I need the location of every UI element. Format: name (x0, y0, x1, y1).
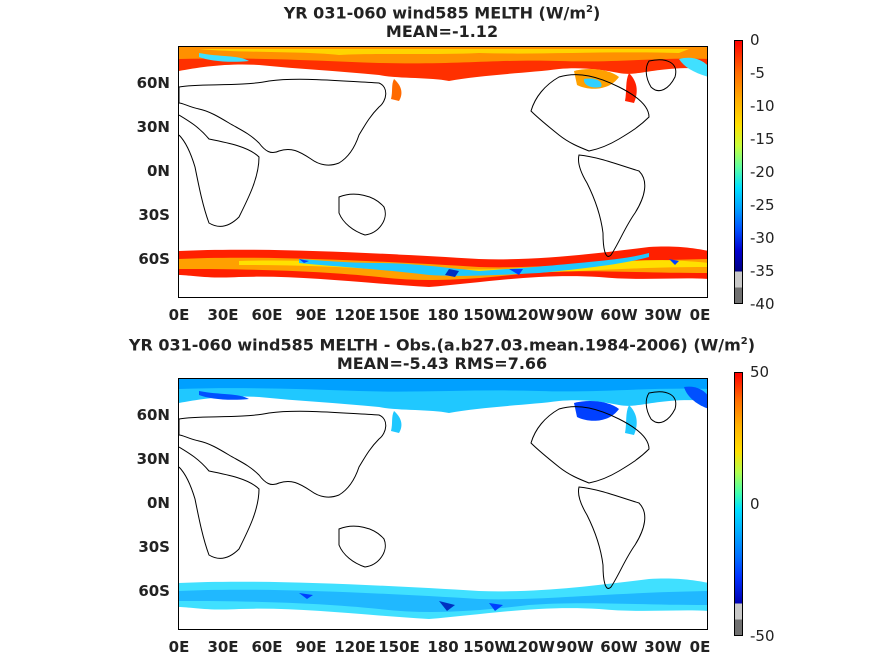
top-colorbar-tick: -20 (750, 163, 775, 181)
bottom-lon-label: 120E (334, 638, 376, 656)
bottom-colorbar-tick: 50 (750, 363, 770, 381)
top-lat-label-60n: 60N (136, 74, 170, 92)
bottom-map-plot (179, 379, 707, 619)
bottom-coast-eurasia (179, 410, 387, 498)
bottom-lat-label-30s: 30S (138, 538, 170, 556)
top-colorbar-tick: -30 (750, 229, 775, 247)
bottom-coast-greenland (645, 391, 677, 424)
bottom-southern-ocean-blue-3 (489, 603, 503, 611)
bottom-coast-australia (338, 525, 386, 568)
bottom-colorbar-tick: 0 (750, 495, 760, 513)
top-southern-ocean-blue-1 (299, 259, 309, 263)
bottom-lat-label-30n: 30N (136, 450, 170, 468)
top-title-text: YR 031-060 wind585 MELTH (W/m (283, 3, 587, 23)
bottom-panel-stats: MEAN=-5.43 RMS=7.66 (336, 354, 548, 373)
top-coast-north-america (530, 74, 650, 152)
bottom-lon-label: 0E (689, 638, 711, 656)
top-lon-label: 30W (644, 306, 682, 324)
bottom-lon-label: 120W (507, 638, 555, 656)
bottom-lat-label-60n: 60N (136, 406, 170, 424)
top-lon-label: 30E (207, 306, 239, 324)
bottom-arctic-blue-patch-1 (199, 391, 249, 400)
top-colorbar-tick: -40 (750, 295, 775, 313)
bottom-arctic-blue-patch-2 (684, 386, 707, 409)
top-lon-label: 120W (507, 306, 555, 324)
top-colorbar-tick: -5 (750, 64, 765, 82)
top-coast-australia (338, 193, 386, 236)
bottom-lon-label: 0E (168, 638, 190, 656)
top-hudson-bay-cyan (583, 78, 602, 88)
top-colorbar-tick: -15 (750, 130, 775, 148)
top-title-close: ) (592, 3, 601, 23)
top-southern-ocean-cyan (299, 253, 649, 276)
bottom-lon-label: 30W (644, 638, 682, 656)
top-lat-label-60s: 60S (138, 250, 170, 268)
bottom-map-panel (178, 378, 708, 630)
top-southern-ocean-blue-4 (509, 269, 523, 275)
bottom-hudson-bay-diff (574, 401, 619, 421)
bottom-arctic-darker (179, 379, 707, 392)
bottom-coastlines (179, 391, 677, 589)
top-colorbar-tick: -25 (750, 196, 775, 214)
top-lon-label: 180 (427, 306, 459, 324)
bottom-title-text: YR 031-060 wind585 MELTH - Obs.(a.b27.03… (128, 335, 741, 355)
bottom-coast-north-america (530, 406, 650, 484)
top-colorbar-tick: -10 (750, 97, 775, 115)
bottom-coast-south-america (578, 486, 646, 589)
top-lon-label: 90E (295, 306, 327, 324)
top-lat-label-30n: 30N (136, 118, 170, 136)
top-coast-greenland (645, 59, 677, 92)
top-panel-title: YR 031-060 wind585 MELTH (W/m2) (0, 0, 884, 23)
top-coast-south-america (578, 154, 646, 257)
bottom-lon-label: 150E (378, 638, 420, 656)
top-lon-label: 90W (556, 306, 594, 324)
bottom-lon-label: 60E (251, 638, 283, 656)
top-lon-label: 0E (168, 306, 190, 324)
bottom-lon-label: 180 (427, 638, 459, 656)
top-lon-label: 120E (334, 306, 376, 324)
bottom-southern-ocean-blue-2 (439, 601, 455, 611)
top-arctic-yellow (199, 49, 689, 55)
bottom-labrador-diff (625, 405, 637, 435)
top-map-panel (178, 46, 708, 298)
top-lon-label: 150E (378, 306, 420, 324)
top-colorbar (734, 40, 743, 304)
bottom-coast-africa (179, 446, 260, 559)
top-coast-eurasia (179, 78, 387, 166)
bottom-lon-label: 90W (556, 638, 594, 656)
bottom-lat-label-0n: 0N (147, 494, 170, 512)
top-lat-label-30s: 30S (138, 206, 170, 224)
top-colorbar-tick: 0 (750, 31, 760, 49)
bottom-southern-ocean-blue-1 (299, 593, 313, 599)
top-lon-label: 60W (600, 306, 638, 324)
bottom-lon-label: 30E (207, 638, 239, 656)
bottom-panel-title: YR 031-060 wind585 MELTH - Obs.(a.b27.03… (0, 332, 884, 355)
top-arctic-cyan-patch-1 (199, 53, 249, 62)
top-lat-label-0n: 0N (147, 162, 170, 180)
top-labrador-melt (625, 73, 637, 103)
top-panel-mean: MEAN=-1.12 (385, 22, 499, 41)
top-coast-africa (179, 114, 260, 227)
bottom-title-close: ) (747, 335, 756, 355)
top-arctic-cyan-patch-2 (679, 57, 707, 77)
bottom-colorbar-tick: -50 (750, 627, 775, 645)
top-lon-label: 150W (463, 306, 511, 324)
bottom-lat-label-60s: 60S (138, 582, 170, 600)
top-hudson-bay-melt (574, 69, 619, 89)
bottom-colorbar (734, 372, 743, 636)
bottom-lon-label: 60W (600, 638, 638, 656)
top-title-superscript: 2 (586, 4, 593, 15)
bottom-title-superscript: 2 (740, 336, 748, 347)
bottom-lon-label: 90E (295, 638, 327, 656)
top-colorbar-tick: -35 (750, 262, 775, 280)
top-lon-label: 0E (689, 306, 711, 324)
top-map-plot (179, 47, 707, 287)
top-southern-ocean-blue-3 (669, 259, 679, 265)
bottom-okhotsk-diff (391, 411, 402, 433)
top-southern-ocean-blue-2 (445, 269, 459, 277)
top-lon-label: 60E (251, 306, 283, 324)
bottom-lon-label: 150W (463, 638, 511, 656)
top-coastlines (179, 59, 677, 257)
top-okhotsk-melt (391, 79, 402, 101)
